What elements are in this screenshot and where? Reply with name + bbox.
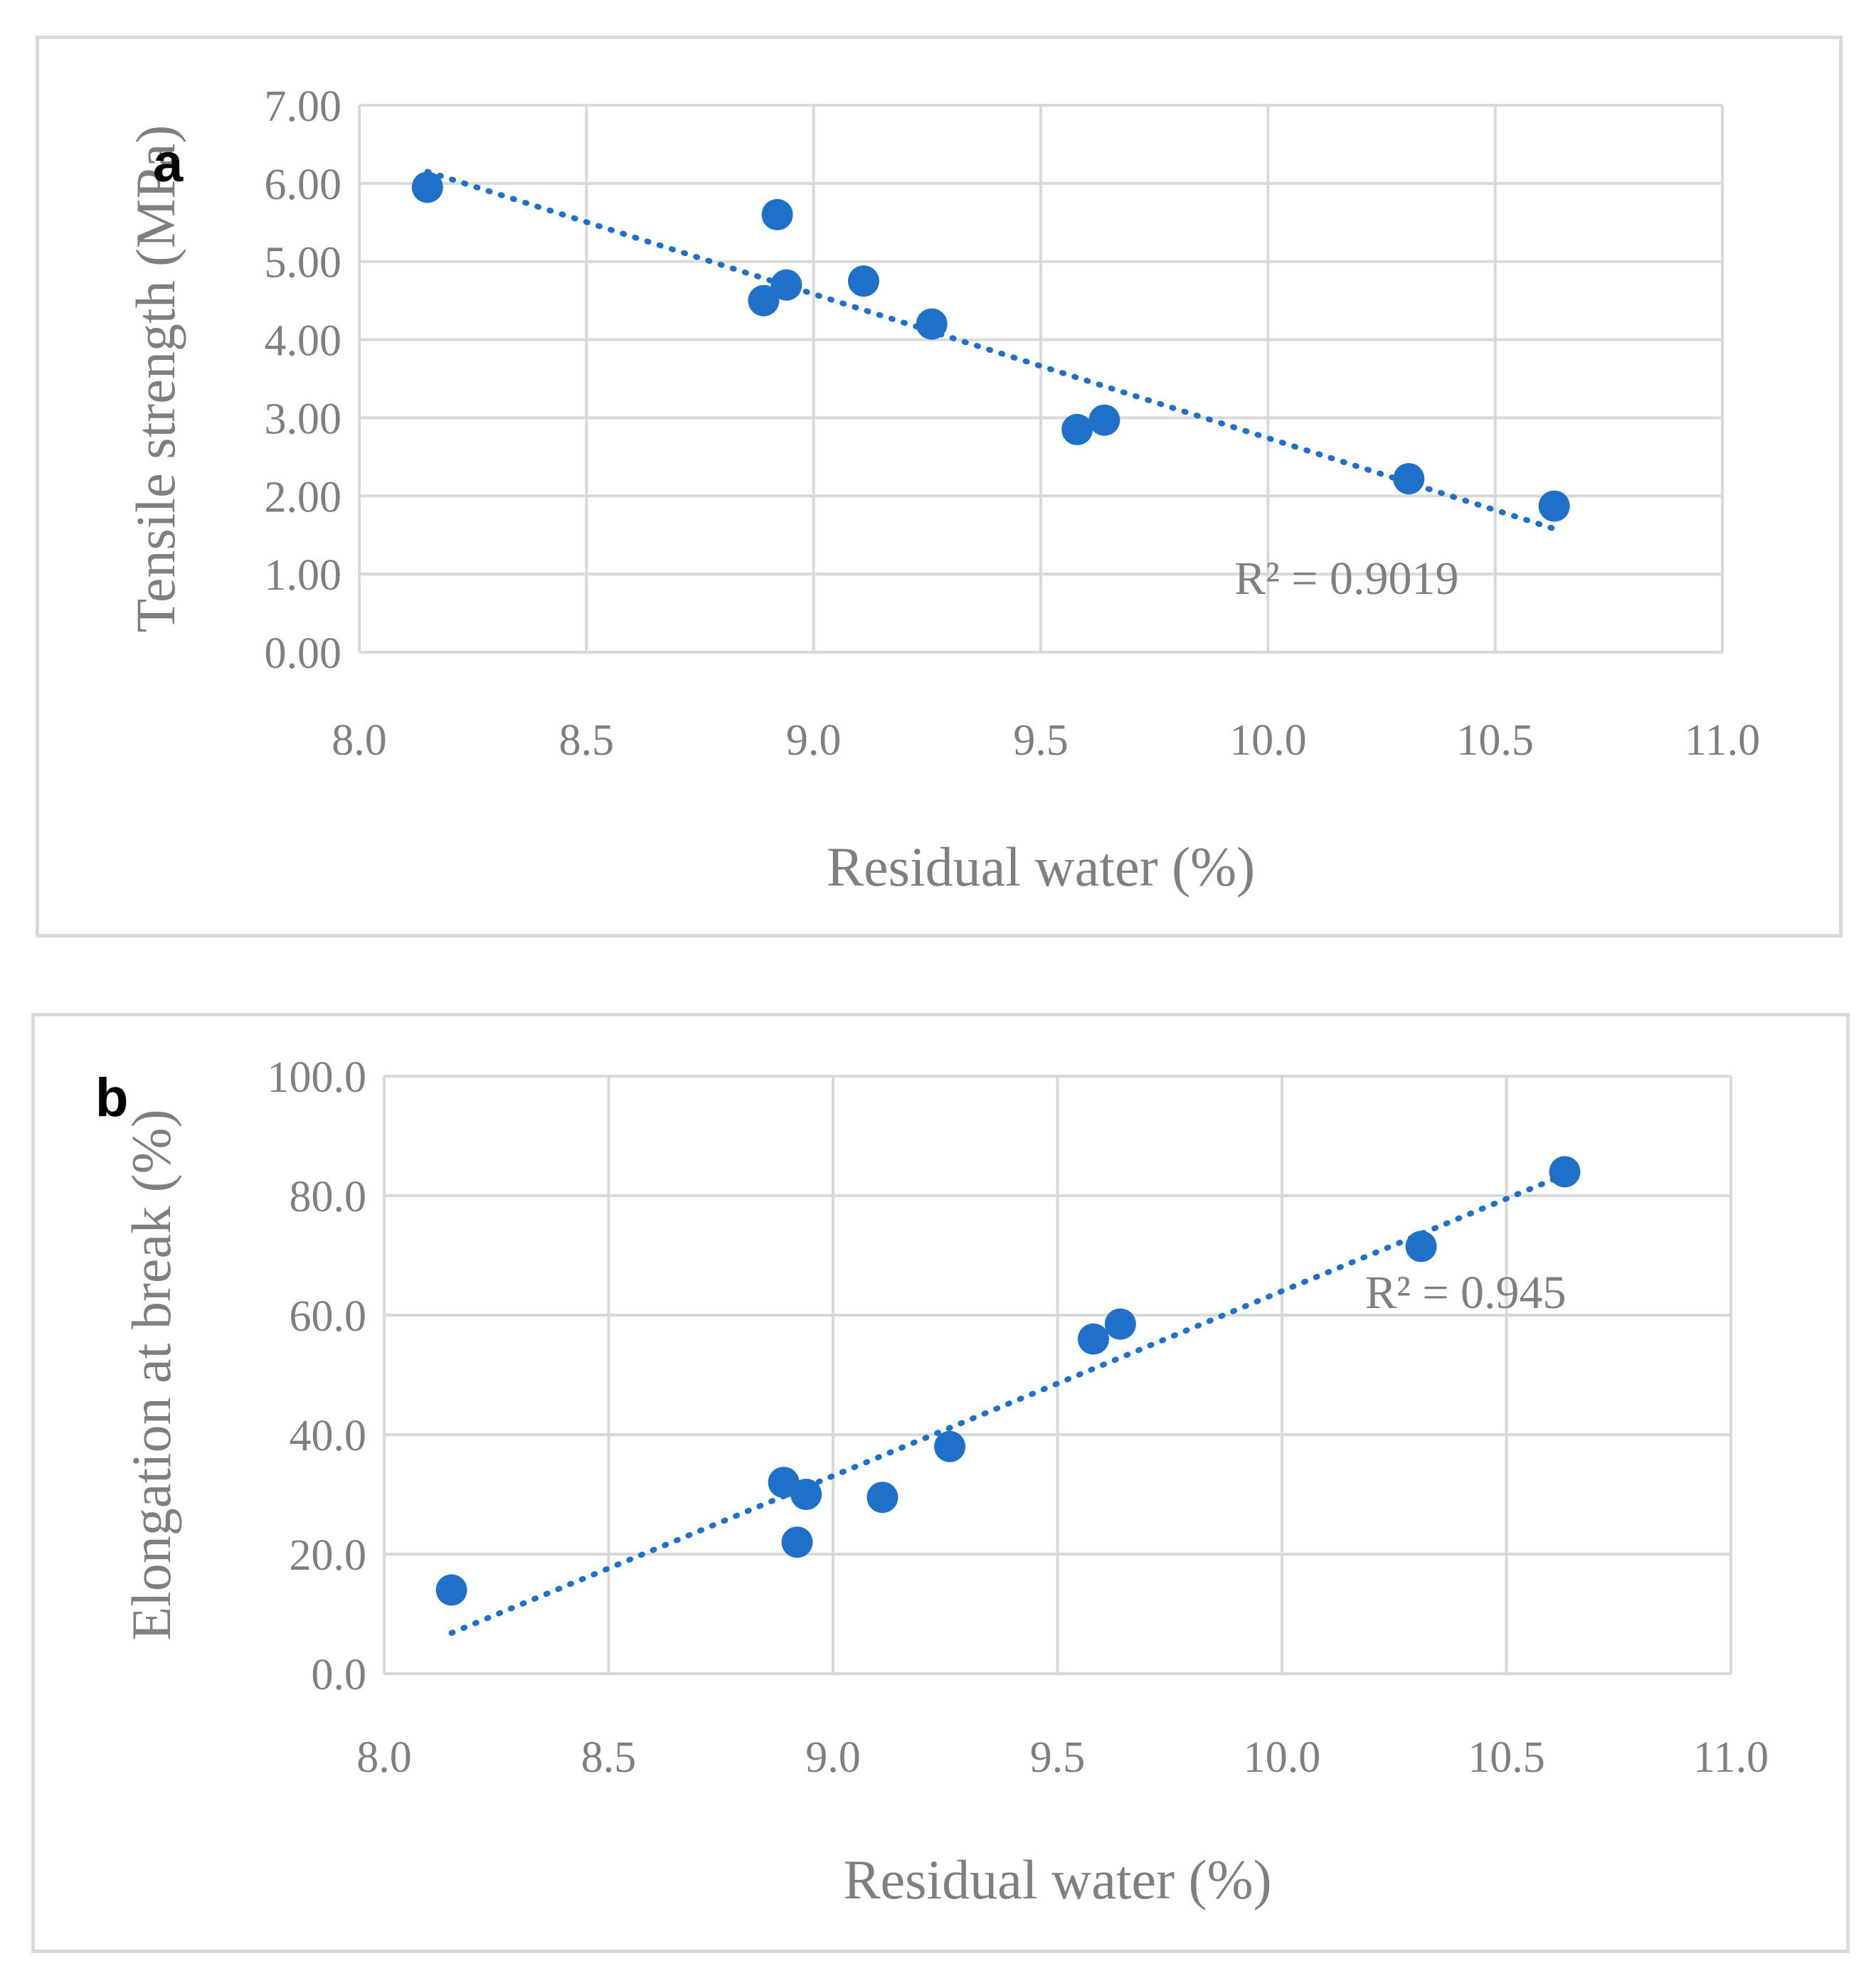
data-point bbox=[934, 1430, 966, 1462]
r-squared-label: R² = 0.9019 bbox=[1234, 553, 1459, 605]
y-tick-label: 80.0 bbox=[290, 1173, 367, 1221]
x-tick-label: 8.5 bbox=[581, 1733, 637, 1782]
data-point bbox=[1405, 1230, 1437, 1263]
x-tick-label: 11.0 bbox=[1693, 1733, 1769, 1782]
data-point bbox=[790, 1479, 822, 1510]
data-point bbox=[781, 1526, 813, 1558]
x-tick-label: 10.5 bbox=[1468, 1733, 1545, 1782]
tensile-strength-chart: 8.0 8.5 9.0 9.5 10.0 10.5 11.0 0.00 1.00 2.00 3.00… bbox=[124, 83, 1760, 898]
data-point bbox=[1088, 404, 1120, 436]
y-tick-label: 0.00 bbox=[265, 629, 342, 678]
x-tick-label: 11.0 bbox=[1685, 716, 1760, 765]
x-tick-label: 8.5 bbox=[559, 716, 615, 765]
y-tick-label: 3.00 bbox=[265, 395, 342, 443]
y-tick-label: 60.0 bbox=[290, 1292, 367, 1341]
data-point bbox=[770, 269, 802, 301]
data-point bbox=[435, 1574, 467, 1606]
data-point bbox=[748, 285, 780, 317]
x-tick-label: 9.0 bbox=[786, 716, 842, 765]
data-point bbox=[1538, 490, 1570, 522]
y-tick-label: 20.0 bbox=[290, 1531, 367, 1580]
y-axis-title: Elongation at break (%) bbox=[120, 1109, 182, 1640]
data-point bbox=[761, 198, 793, 230]
y-tick-label: 5.00 bbox=[265, 239, 342, 287]
y-tick-label: 4.00 bbox=[265, 317, 342, 366]
x-tick-label: 10.0 bbox=[1244, 1733, 1321, 1782]
data-point bbox=[916, 308, 948, 340]
y-tick-label: 100.0 bbox=[267, 1053, 367, 1102]
x-tick-label: 8.0 bbox=[356, 1733, 412, 1782]
chart-panel-a: 8.0 8.5 9.0 9.5 10.0 10.5 11.0 0.00 1.00 2.00 3.00… bbox=[36, 36, 1843, 937]
x-tick-label: 9.5 bbox=[1013, 716, 1069, 765]
data-point bbox=[1104, 1308, 1136, 1340]
x-axis-title: Residual water (%) bbox=[827, 836, 1255, 898]
data-point bbox=[1549, 1156, 1581, 1188]
x-axis-title: Residual water (%) bbox=[843, 1849, 1271, 1910]
y-tick-label: 40.0 bbox=[290, 1412, 367, 1460]
y-tick-label: 2.00 bbox=[265, 473, 342, 521]
elongation-chart: 8.0 8.5 9.0 9.5 10.0 10.5 11.0 0.0 20.0 40.0 60.0 8… bbox=[95, 1053, 1769, 1910]
y-tick-label: 6.00 bbox=[265, 161, 342, 209]
y-tick-label: 7.00 bbox=[265, 83, 342, 131]
data-point bbox=[411, 171, 443, 203]
x-tick-label: 9.5 bbox=[1030, 1733, 1086, 1782]
data-point bbox=[847, 265, 879, 297]
r-squared-label: R² = 0.945 bbox=[1365, 1267, 1567, 1319]
y-tick-label: 0.0 bbox=[312, 1651, 367, 1699]
x-tick-label: 10.0 bbox=[1229, 716, 1307, 765]
data-point bbox=[1077, 1323, 1109, 1355]
data-point bbox=[867, 1482, 899, 1514]
y-axis-title: Tensile strength (MPa) bbox=[124, 125, 186, 633]
x-tick-label: 8.0 bbox=[332, 716, 387, 765]
panel-label: a bbox=[153, 133, 184, 193]
chart-panel-b: 8.0 8.5 9.0 9.5 10.0 10.5 11.0 0.0 20.0 40.0 60.0 8… bbox=[31, 1013, 1850, 1953]
y-tick-label: 1.00 bbox=[265, 551, 342, 600]
trendline bbox=[448, 1171, 1568, 1636]
x-tick-label: 10.5 bbox=[1456, 716, 1534, 765]
data-point bbox=[1061, 413, 1093, 445]
panel-label: b bbox=[95, 1068, 128, 1128]
x-tick-label: 9.0 bbox=[805, 1733, 861, 1782]
trendline bbox=[424, 169, 1557, 532]
data-point bbox=[1393, 463, 1425, 495]
